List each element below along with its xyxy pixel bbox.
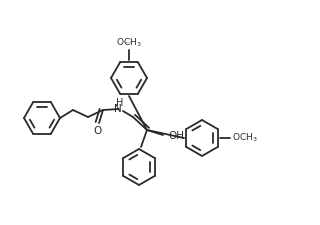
Text: OCH$_3$: OCH$_3$ — [116, 37, 142, 49]
Text: OH: OH — [168, 131, 184, 141]
Text: OCH$_3$: OCH$_3$ — [232, 132, 258, 144]
Text: N: N — [114, 104, 122, 114]
Text: O: O — [94, 126, 102, 136]
Text: H: H — [116, 98, 124, 108]
Text: methoxy: methoxy — [126, 41, 132, 43]
